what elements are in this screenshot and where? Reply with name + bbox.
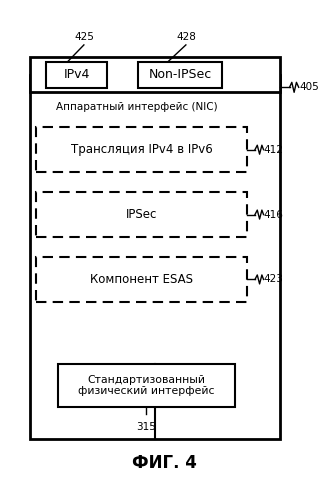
Text: 428: 428: [176, 32, 196, 42]
Bar: [46, 62, 107, 88]
Text: Трансляция IPv4 в IPv6: Трансляция IPv4 в IPv6: [71, 143, 212, 156]
Text: Компонент ESAS: Компонент ESAS: [90, 273, 193, 286]
Text: 412: 412: [264, 145, 284, 155]
Text: 416: 416: [264, 210, 284, 220]
Text: Стандартизованный
физический интерфейс: Стандартизованный физический интерфейс: [78, 375, 215, 396]
Text: IPSec: IPSec: [126, 208, 157, 221]
Bar: [36, 192, 247, 237]
Text: 425: 425: [74, 32, 94, 42]
Text: 315: 315: [137, 422, 156, 432]
Bar: [58, 364, 235, 407]
Bar: [30, 57, 280, 92]
Text: IPv4: IPv4: [63, 68, 90, 81]
Bar: [36, 127, 247, 172]
Text: Non-IPSec: Non-IPSec: [148, 68, 212, 81]
Text: 423: 423: [264, 274, 284, 284]
Bar: [138, 62, 222, 88]
Text: ФИГ. 4: ФИГ. 4: [132, 454, 197, 472]
Bar: [36, 257, 247, 302]
Text: Аппаратный интерфейс (NIC): Аппаратный интерфейс (NIC): [56, 102, 217, 112]
Bar: [30, 75, 280, 439]
Text: 405: 405: [299, 82, 319, 92]
